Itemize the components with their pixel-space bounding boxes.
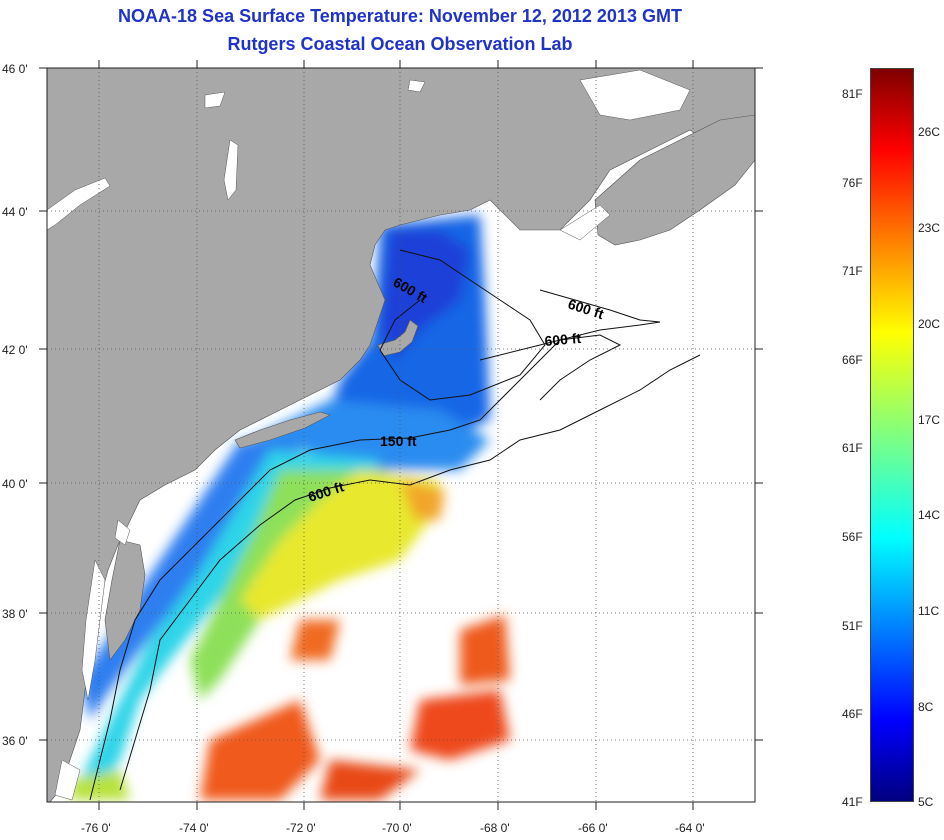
lon-label-70: -70 0': [382, 821, 412, 835]
lat-label-38: 38 0': [2, 607, 28, 621]
sst-region-gulf-stream-5: [320, 760, 420, 800]
lat-label-36: 36 0': [2, 734, 28, 748]
temperature-colorbar: [870, 68, 914, 802]
longitude-labels: -76 0' -74 0' -72 0' -70 0' -68 0' -66 0…: [81, 821, 705, 835]
colorbar-label-23c: 23C: [918, 221, 941, 235]
sst-region-gulf-stream-4: [290, 620, 340, 660]
colorbar-label-17c: 17C: [918, 413, 941, 427]
colorbar-label-8c: 8C: [918, 700, 934, 714]
colorbar-label-11c: 11C: [918, 604, 940, 618]
small-lake-1: [204, 91, 226, 109]
lon-label-74: -74 0': [179, 821, 209, 835]
tick-marks: [39, 60, 763, 810]
sst-region-maine-coast: [380, 230, 470, 360]
colorbar-label-20c: 20C: [918, 317, 941, 331]
figure-subtitle: Rutgers Coastal Ocean Observation Lab: [227, 34, 573, 54]
lake-champlain: [223, 139, 239, 201]
colorbar-label-41f: 41F: [842, 795, 863, 809]
sst-data-layer: [70, 215, 510, 800]
map-frame: [46, 67, 756, 803]
pamlico-sound: [54, 759, 81, 801]
contour-600ft-georges: [479, 334, 622, 401]
contour-600ft-shelf-break: [119, 354, 701, 791]
colorbar-label-46f: 46F: [842, 707, 863, 721]
contour-label-600ft-georges: 600 ft: [544, 330, 582, 349]
lat-label-40: 40 0': [2, 477, 28, 491]
land-delmarva: [104, 539, 146, 661]
bay-of-fundy: [559, 204, 611, 241]
colorbar-label-61f: 61F: [842, 441, 863, 455]
colorbar-label-5c: 5C: [918, 795, 934, 809]
sst-region-slope-yellow: [240, 470, 440, 620]
gulf-of-st-lawrence: [579, 69, 691, 121]
colorbar-label-56f: 56F: [842, 530, 863, 544]
figure-title: NOAA-18 Sea Surface Temperature: Novembe…: [118, 6, 682, 26]
sst-region-gulf-stream-1: [200, 700, 320, 800]
lon-label-76: -76 0': [81, 821, 111, 835]
contour-label-150ft: 150 ft: [380, 433, 417, 449]
lon-label-64: -64 0': [675, 821, 705, 835]
lat-label-44: 44 0': [2, 205, 28, 219]
lat-label-42: 42 0': [2, 343, 28, 357]
contour-gulf-of-maine-inner: [379, 249, 546, 401]
colorbar-label-71f: 71F: [842, 264, 863, 278]
colorbar-label-51f: 51F: [842, 619, 863, 633]
colorbar-label-66f: 66F: [842, 353, 863, 367]
lon-label-68: -68 0': [480, 821, 510, 835]
small-lake-2: [407, 79, 426, 93]
land-long-island: [234, 411, 331, 449]
lat-label-46: 46 0': [2, 62, 28, 76]
contour-150ft: [89, 321, 661, 801]
lon-label-66: -66 0': [578, 821, 608, 835]
land-nova-scotia: [594, 114, 755, 246]
sst-region-hatteras-green: [70, 770, 130, 800]
latitude-labels: 46 0' 44 0' 42 0' 40 0' 38 0' 36 0': [2, 62, 28, 748]
sst-region-orange: [400, 480, 445, 520]
lon-label-72: -72 0': [286, 821, 316, 835]
inland-water-layer: [47, 69, 691, 801]
colorbar-label-81f: 81F: [842, 87, 863, 101]
bathymetry-contours: [89, 249, 701, 801]
lake-ontario-edge: [47, 177, 111, 231]
chesapeake-bay: [81, 559, 106, 701]
sst-region-gulf-stream-3: [460, 615, 510, 685]
colorbar-label-26c: 26C: [918, 125, 941, 139]
delaware-bay: [114, 519, 131, 546]
land-cape-cod: [377, 319, 419, 357]
sst-region-gulf-stream-2: [410, 690, 510, 760]
colorbar-label-76f: 76F: [842, 176, 863, 190]
contour-600ft-northeast: [539, 289, 661, 323]
colorbar-label-14c: 14C: [918, 508, 941, 522]
